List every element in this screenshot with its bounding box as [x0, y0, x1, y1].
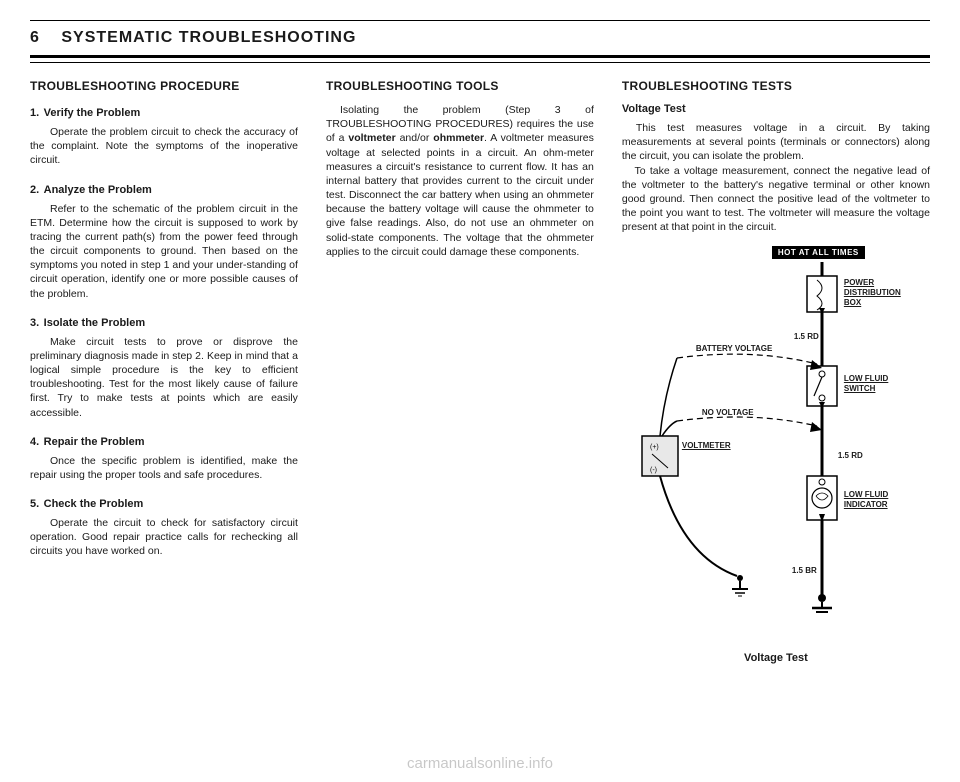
step-1-body: Operate the problem circuit to check the…: [30, 125, 298, 168]
col3-subheading: Voltage Test: [622, 103, 930, 115]
step-3-body: Make circuit tests to prove or disprove …: [30, 335, 298, 420]
step-2-label: Analyze the Problem: [44, 184, 152, 196]
page-title: SYSTEMATIC TROUBLESHOOTING: [61, 29, 356, 47]
low-fluid-switch-label: LOW FLUID SWITCH: [844, 374, 888, 393]
wire-top-label: 1.5 RD: [794, 332, 819, 342]
step-2-header: 2. Analyze the Problem: [30, 180, 298, 198]
voltmeter-label: VOLTMETER: [682, 441, 731, 451]
col2-body: Isolating the problem (Step 3 of TROUBLE…: [326, 103, 594, 259]
low-fluid-indicator-label: LOW FLUID INDICATOR: [844, 490, 888, 509]
step-4-num: 4.: [30, 436, 39, 448]
battery-voltage-label: BATTERY VOLTAGE: [696, 344, 772, 354]
wire-mid-label: 1.5 RD: [838, 451, 863, 461]
column-procedure: TROUBLESHOOTING PROCEDURE 1. Verify the …: [30, 79, 298, 664]
step-1-label: Verify the Problem: [44, 107, 141, 119]
step-5-header: 5. Check the Problem: [30, 494, 298, 512]
header-divider: [30, 62, 930, 63]
step-5-num: 5.: [30, 498, 39, 510]
column-tests: TROUBLESHOOTING TESTS Voltage Test This …: [622, 79, 930, 664]
step-2-body: Refer to the schematic of the problem ci…: [30, 202, 298, 301]
step-4-label: Repair the Problem: [44, 436, 145, 448]
step-4-body: Once the specific problem is identified,…: [30, 454, 298, 482]
step-3-num: 3.: [30, 317, 39, 329]
col3-body: This test measures voltage in a circuit.…: [622, 121, 930, 234]
step-1-num: 1.: [30, 107, 39, 119]
step-4-header: 4. Repair the Problem: [30, 432, 298, 450]
watermark: carmanualsonline.info: [407, 755, 553, 772]
step-2-num: 2.: [30, 184, 39, 196]
svg-text:(-): (-): [650, 467, 657, 474]
page-number: 6: [30, 29, 39, 47]
no-voltage-label: NO VOLTAGE: [702, 408, 754, 418]
step-5-label: Check the Problem: [44, 498, 144, 510]
col3-heading: TROUBLESHOOTING TESTS: [622, 79, 930, 93]
column-tools: TROUBLESHOOTING TOOLS Isolating the prob…: [326, 79, 594, 664]
page-header: 6 SYSTEMATIC TROUBLESHOOTING: [30, 20, 930, 58]
step-3-label: Isolate the Problem: [44, 317, 145, 329]
diagram-caption: Voltage Test: [622, 652, 930, 664]
wire-bot-label: 1.5 BR: [792, 566, 817, 576]
step-5-body: Operate the circuit to check for satisfa…: [30, 516, 298, 559]
power-dist-box-label: POWER DISTRIBUTION BOX: [844, 278, 901, 307]
step-1-header: 1. Verify the Problem: [30, 103, 298, 121]
col2-heading: TROUBLESHOOTING TOOLS: [326, 79, 594, 93]
voltage-test-diagram: HOT AT ALL TIMES: [622, 246, 930, 646]
svg-text:(+): (+): [650, 444, 659, 451]
content-columns: TROUBLESHOOTING PROCEDURE 1. Verify the …: [30, 79, 930, 664]
step-3-header: 3. Isolate the Problem: [30, 313, 298, 331]
col1-heading: TROUBLESHOOTING PROCEDURE: [30, 79, 298, 93]
